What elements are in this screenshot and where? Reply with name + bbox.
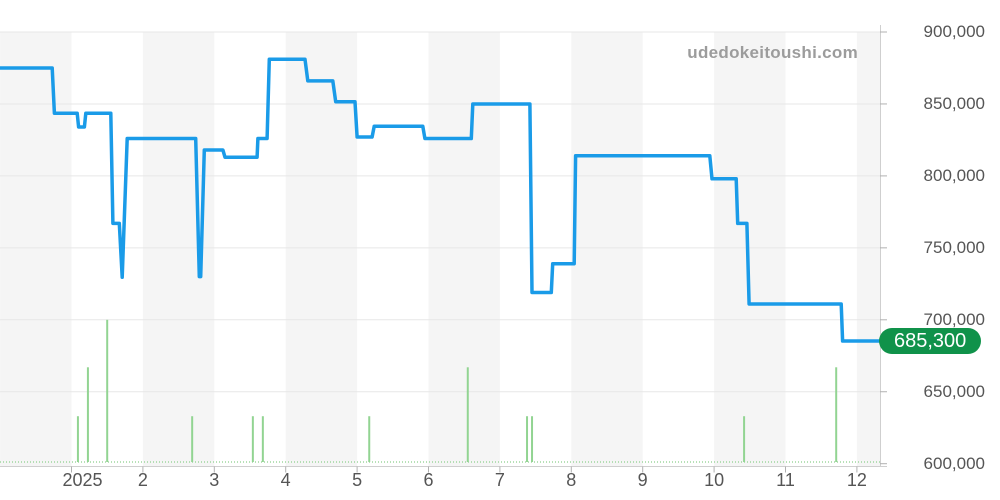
y-axis-label: 900,000 [923,22,985,41]
volume-bar [531,416,534,462]
x-axis-label: 6 [423,470,434,490]
watermark: udedokeitoushi.com [687,43,858,62]
x-axis-label: 2025 [62,470,103,490]
plot-stripe [285,32,358,467]
volume-bar [368,416,371,462]
y-axis-label: 800,000 [923,165,985,185]
plot-stripe [714,32,786,467]
x-axis-label: 8 [566,470,577,490]
plot-stripe [0,32,72,467]
y-axis-label: 700,000 [923,309,985,329]
price-line[interactable] [0,57,883,343]
volume-bar [86,367,89,462]
volume-bar [191,416,194,462]
volume-bar [466,367,469,462]
y-axis-label: 850,000 [923,93,985,113]
volume-bar [743,416,746,462]
x-axis-label: 11 [776,470,795,490]
x-axis-label: 7 [494,470,505,490]
plot-stripe [856,32,880,467]
volume-bar [76,416,79,462]
x-axis-label: 12 [846,470,867,490]
x-axis-label: 5 [352,470,363,490]
x-axis-label: 3 [209,470,220,490]
x-axis-label: 4 [280,470,291,490]
plot-stripe [142,32,215,467]
volume-bar [106,319,109,462]
volume-bar [261,416,264,462]
volume-bar [251,416,254,462]
x-axis-label: 10 [704,470,725,490]
plot-stripe [571,32,643,467]
x-axis-label: 9 [637,470,648,490]
volume-bar [835,367,838,462]
last-price-badge: 685,300 [879,328,982,354]
y-axis-label: 600,000 [923,453,985,473]
volume-bar [526,416,529,462]
x-axis-label: 2 [137,470,148,490]
y-axis-label: 750,000 [923,237,985,257]
plot-stripe [428,32,500,467]
y-axis-label: 650,000 [923,381,985,401]
